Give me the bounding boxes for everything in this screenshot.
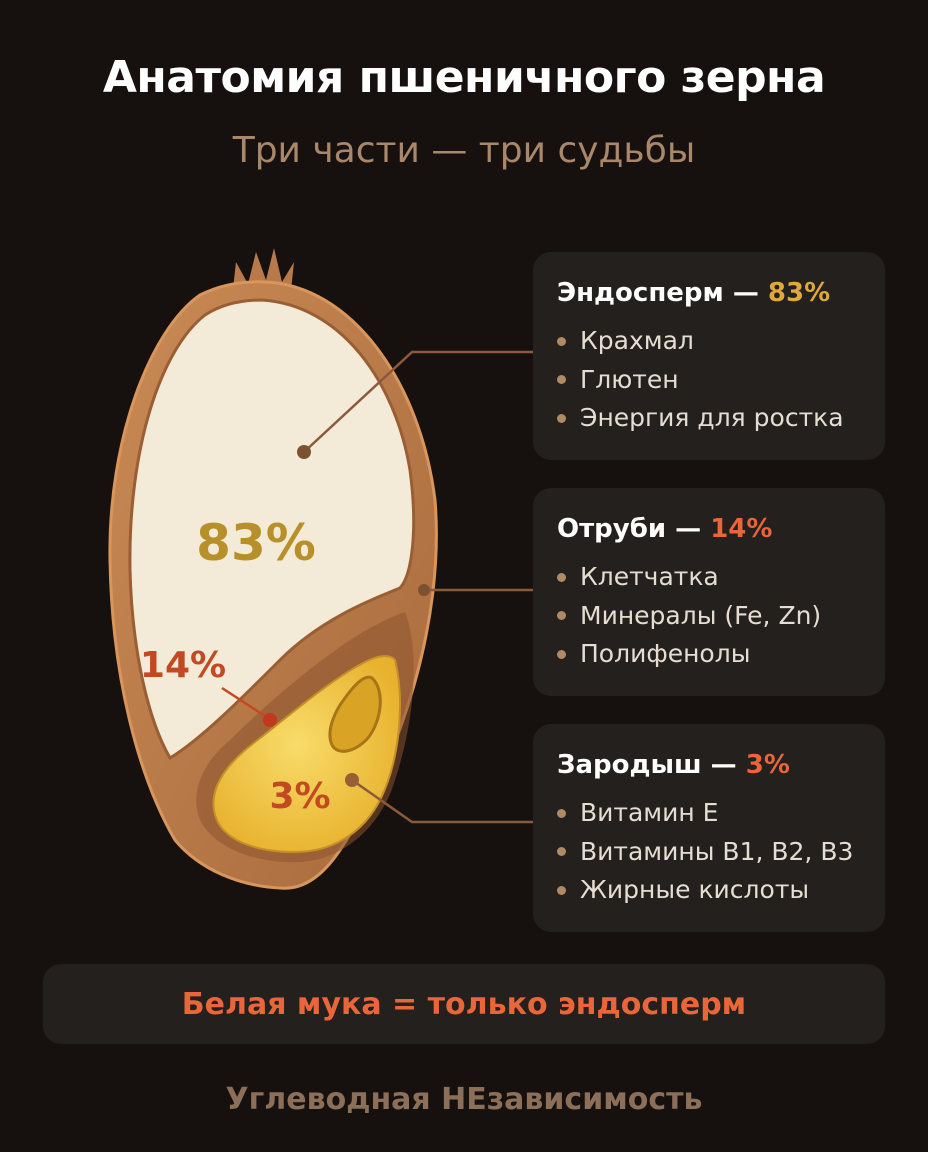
list-item: Жирные кислоты <box>557 871 885 910</box>
leader-bran-label <box>221 686 269 720</box>
card-endosperm-percent: 83% <box>767 278 831 308</box>
list-item: Крахмал <box>557 322 885 361</box>
germ-embryo <box>328 675 382 753</box>
bullet-icon <box>557 649 566 659</box>
card-germ: Зародыш — 3% Витамин E Витамины B1, B2, … <box>533 724 885 932</box>
list-item: Минералы (Fe, Zn) <box>557 597 885 636</box>
leader-endosperm <box>303 350 533 453</box>
bullet-icon <box>557 847 566 857</box>
bran-percent-label: 14% <box>140 645 226 686</box>
bullet-icon <box>557 375 566 385</box>
endosperm-percent-label: 83% <box>196 514 316 572</box>
dot-bran-label <box>263 713 277 727</box>
dot-endosperm <box>297 445 311 459</box>
card-endosperm-title: Эндосперм — 83% <box>557 278 885 308</box>
conclusion-text: Белая мука = только эндосперм <box>181 986 747 1022</box>
page-title: Анатомия пшеничного зерна <box>102 52 826 103</box>
page-subtitle: Три части — три судьбы <box>232 130 696 171</box>
bullet-icon <box>557 808 566 818</box>
conclusion-banner: Белая мука = только эндосперм <box>43 964 885 1044</box>
germ-percent-label: 3% <box>269 776 330 817</box>
card-bran-title: Отруби — 14% <box>557 514 885 544</box>
list-item: Клетчатка <box>557 558 885 597</box>
list-item: Витамины B1, B2, B3 <box>557 833 885 872</box>
list-item: Глютен <box>557 361 885 400</box>
list-item: Энергия для ростка <box>557 399 885 438</box>
card-germ-percent: 3% <box>745 750 790 780</box>
card-germ-list: Витамин E Витамины B1, B2, B3 Жирные кис… <box>557 794 885 910</box>
dot-germ <box>345 773 359 787</box>
card-bran-name: Отруби — <box>557 514 702 544</box>
bullet-icon <box>557 611 566 621</box>
bullet-icon <box>557 413 566 423</box>
card-germ-name: Зародыш — <box>557 750 737 780</box>
dot-bran <box>418 584 430 596</box>
bullet-icon <box>557 336 566 346</box>
bullet-icon <box>557 572 566 582</box>
leader-germ <box>351 778 533 824</box>
card-germ-title: Зародыш — 3% <box>557 750 885 780</box>
list-item: Витамин E <box>557 794 885 833</box>
grain-diagram: 83% 14% 3% <box>108 248 533 890</box>
footer-brand: Углеводная НЕзависимость <box>225 1082 703 1117</box>
card-endosperm: Эндосперм — 83% Крахмал Глютен Энергия д… <box>533 252 885 460</box>
card-bran: Отруби — 14% Клетчатка Минералы (Fe, Zn)… <box>533 488 885 696</box>
card-bran-percent: 14% <box>710 514 773 544</box>
card-endosperm-list: Крахмал Глютен Энергия для ростка <box>557 322 885 438</box>
card-bran-list: Клетчатка Минералы (Fe, Zn) Полифенолы <box>557 558 885 674</box>
list-item: Полифенолы <box>557 635 885 674</box>
leader-lines <box>221 350 533 824</box>
bullet-icon <box>557 885 566 895</box>
card-endosperm-name: Эндосперм — <box>557 278 759 308</box>
